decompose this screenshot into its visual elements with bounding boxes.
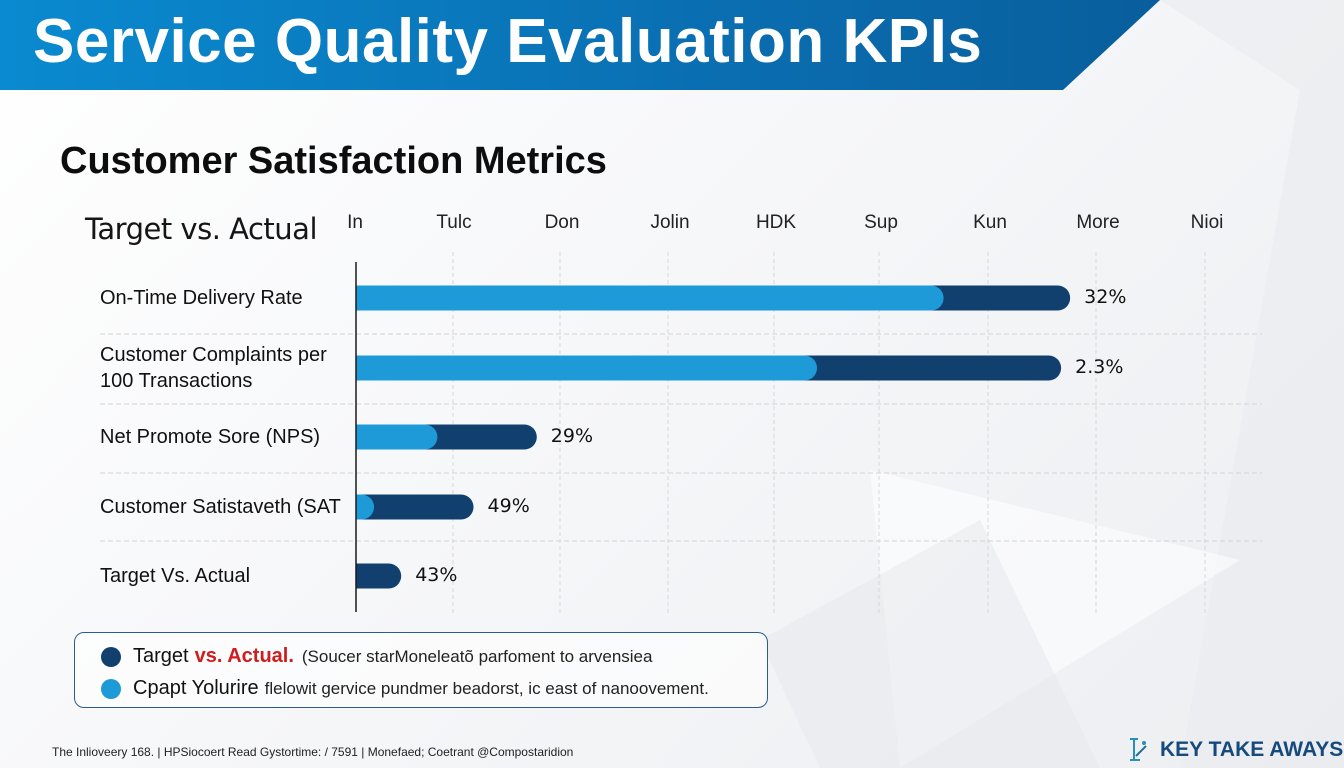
data-label: 49% [487, 495, 530, 517]
column-label: Tulc [436, 212, 472, 233]
bar-target [356, 424, 438, 450]
bar-actual [356, 563, 402, 589]
data-label: 43% [415, 564, 458, 586]
legend-dot-light-icon [101, 678, 121, 699]
legend-dot-dark-icon [101, 646, 121, 667]
legend-item-actual: Cpapt Yolurire flelowit gervice pundmer … [101, 677, 709, 700]
bar-target [356, 355, 818, 381]
column-label: HDK [755, 212, 797, 233]
legend-strong: Target [133, 645, 189, 667]
brand: KEY TAKE AWAYS [1126, 736, 1343, 764]
data-label: 32% [1084, 286, 1127, 308]
category-label-line: Customer Complaints per [100, 344, 327, 366]
legend: Target vs. Actual. (Soucer starMoneleatõ… [74, 632, 768, 708]
legend-highlight: vs. Actual. [194, 645, 294, 667]
category-label: Net Promote Sore (NPS) [100, 424, 320, 450]
category-label-line: Customer Satistaveth (SAT [100, 496, 341, 518]
section-subtitle: Customer Satisfaction Metrics [60, 140, 607, 182]
category-label: Customer Satistaveth (SAT [100, 494, 341, 520]
bar-actual [356, 494, 474, 520]
category-label: Target Vs. Actual [100, 563, 250, 589]
category-label-line: 100 Transactions [100, 370, 253, 392]
legend-text: (Soucer starMoneleatõ parfoment to arven… [301, 646, 653, 666]
header-banner [0, 0, 1160, 90]
footer-source: The Inlioveery 168. | HPSiocoert Read Gy… [52, 745, 574, 759]
column-label: More [1076, 212, 1120, 233]
column-label: Kun [973, 212, 1007, 233]
key-takeaways-logo-icon [1130, 738, 1147, 761]
brand-label: KEY TAKE AWAYS [1160, 738, 1344, 761]
bar-target [356, 285, 944, 311]
legend-item-target: Target vs. Actual. (Soucer starMoneleatõ… [101, 645, 652, 668]
column-label: Sup [864, 212, 898, 233]
column-label: Jolin [650, 212, 690, 233]
category-label-line: On-Time Delivery Rate [100, 287, 303, 309]
category-label: On-Time Delivery Rate [100, 285, 303, 311]
category-label-line: Net Promote Sore (NPS) [100, 426, 321, 448]
category-label: Customer Complaints per 100 Transactions [100, 342, 327, 394]
legend-strong: Cpapt Yolurire [133, 677, 259, 699]
column-label: Nioi [1190, 212, 1224, 233]
bar-target [356, 494, 375, 520]
data-label: 29% [550, 425, 594, 447]
legend-text: flelowit gervice pundmer beadorst, ic ea… [264, 678, 709, 698]
data-label: 2.3% [1075, 356, 1124, 378]
category-label-line: Target Vs. Actual [100, 565, 251, 587]
chart-title: Target vs. Actual [85, 212, 318, 246]
page-title: Service Quality Evaluation KPIs [33, 7, 983, 76]
column-label: In [347, 212, 363, 233]
column-label: Don [544, 212, 580, 233]
